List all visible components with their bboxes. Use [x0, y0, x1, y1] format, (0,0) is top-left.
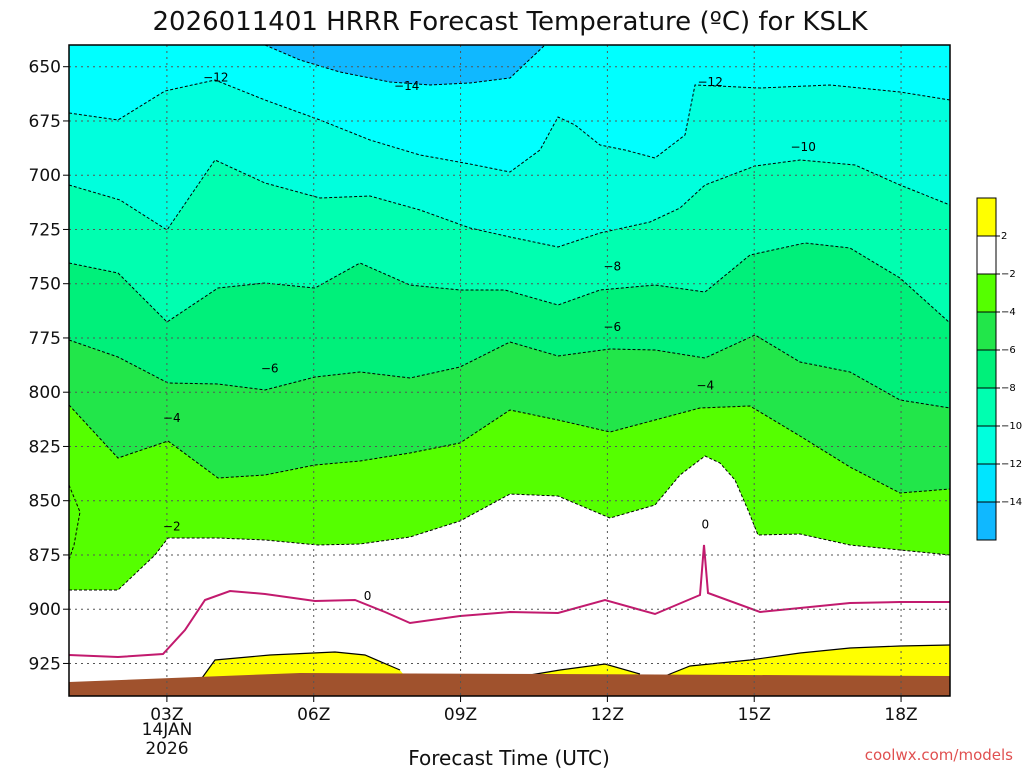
x-date-label-year: 2026	[145, 739, 188, 759]
colorbar-label: −14	[1001, 497, 1022, 508]
colorbar-swatch	[976, 235, 997, 275]
colorbar-label: 2	[1001, 231, 1007, 242]
isotherm-minus4-edge	[69, 484, 81, 561]
y-tick-label: 800	[29, 383, 61, 403]
y-tick-label: 675	[29, 112, 61, 132]
y-tick-label: 775	[29, 329, 61, 349]
isotherm-minus10	[69, 159, 950, 248]
colorbar-label: −6	[1001, 345, 1016, 356]
colorbar-swatch	[976, 197, 997, 237]
isotherm-minus4	[69, 404, 950, 494]
colorbar-swatch	[976, 501, 997, 541]
y-tick-label: 850	[29, 492, 61, 512]
isotherm-minus12	[69, 79, 950, 173]
x-tick-label: 15Z	[738, 705, 771, 725]
contour-fill-layer	[69, 45, 950, 696]
isotherm-minus14	[264, 45, 546, 86]
fill-band-below-minus14	[265, 45, 545, 85]
contour-label: −10	[791, 140, 816, 154]
contour-label-layer: −14 −12 −12 −10 −8 −6 −6 −4 −4 −2 0 0	[163, 71, 816, 604]
colorbar-label: −4	[1001, 307, 1016, 318]
x-date-label-day: 14JAN	[142, 720, 193, 740]
colorbar-swatch	[976, 349, 997, 389]
colorbar-swatch	[976, 463, 997, 503]
colorbar-label: −10	[1001, 421, 1022, 432]
isotherm-minus8	[69, 242, 950, 324]
credit-text: coolwx.com/models	[865, 746, 1013, 764]
contour-label: −6	[603, 320, 621, 334]
y-tick-label: 875	[29, 546, 61, 566]
x-tick-label: 03Z	[150, 705, 183, 725]
isotherm-plus2-middle	[529, 663, 641, 676]
x-tick-label: 09Z	[444, 705, 477, 725]
y-tick-label: 825	[29, 437, 61, 457]
y-tick-label: 925	[29, 654, 61, 674]
contour-label: −4	[163, 411, 181, 425]
x-tick-label: 12Z	[591, 705, 624, 725]
fill-band-minus2-to-2	[69, 456, 950, 696]
x-tick-label: 18Z	[884, 705, 917, 725]
x-tick-label: 06Z	[297, 705, 330, 725]
negative-isotherms	[69, 45, 950, 591]
y-tick-label: 900	[29, 600, 61, 620]
contour-label: −12	[203, 71, 228, 85]
colorbar-swatch	[976, 273, 997, 313]
contour-label: −14	[394, 79, 419, 93]
isotherm-plus2-right	[664, 644, 950, 677]
contour-label: 0	[701, 518, 709, 532]
y-tick-label: 725	[29, 220, 61, 240]
isotherm-plus2-left	[201, 651, 401, 679]
colorbar-swatch	[976, 387, 997, 427]
contour-label: −12	[698, 75, 723, 89]
colorbar-swatch	[976, 425, 997, 465]
contour-label: −4	[696, 379, 714, 393]
y-axis: 650 675 700 725 750 775 800 825 850 875 900 925	[29, 58, 69, 674]
y-tick-label: 750	[29, 275, 61, 295]
contour-label: −8	[603, 259, 621, 273]
y-tick-label: 650	[29, 58, 61, 78]
contour-label: −2	[163, 520, 181, 534]
colorbar-swatch	[976, 311, 997, 351]
colorbar: 2 −2 −4 −6 −8 −10 −12 −14	[976, 197, 1022, 541]
x-axis: 03Z 06Z 09Z 12Z 15Z 18Z	[150, 696, 918, 725]
contour-label: 0	[364, 589, 372, 603]
colorbar-label: −8	[1001, 383, 1016, 394]
colorbar-label: −12	[1001, 459, 1022, 470]
contour-label: −6	[261, 361, 279, 375]
plot-frame	[68, 44, 951, 697]
positive-isotherms	[201, 644, 950, 679]
isotherm-minus2	[69, 455, 950, 591]
grid-lines	[69, 45, 950, 696]
x-axis-label: Forecast Time (UTC)	[408, 746, 610, 768]
terrain-ground	[69, 673, 950, 696]
y-tick-label: 700	[29, 166, 61, 186]
colorbar-label: −2	[1001, 269, 1016, 280]
isotherm-zero	[69, 544, 950, 659]
chart-title: 2026011401 HRRR Forecast Temperature (ºC…	[153, 7, 869, 37]
isotherm-minus6	[69, 334, 950, 409]
fill-band-minus4-to-minus2-edge	[69, 485, 80, 696]
